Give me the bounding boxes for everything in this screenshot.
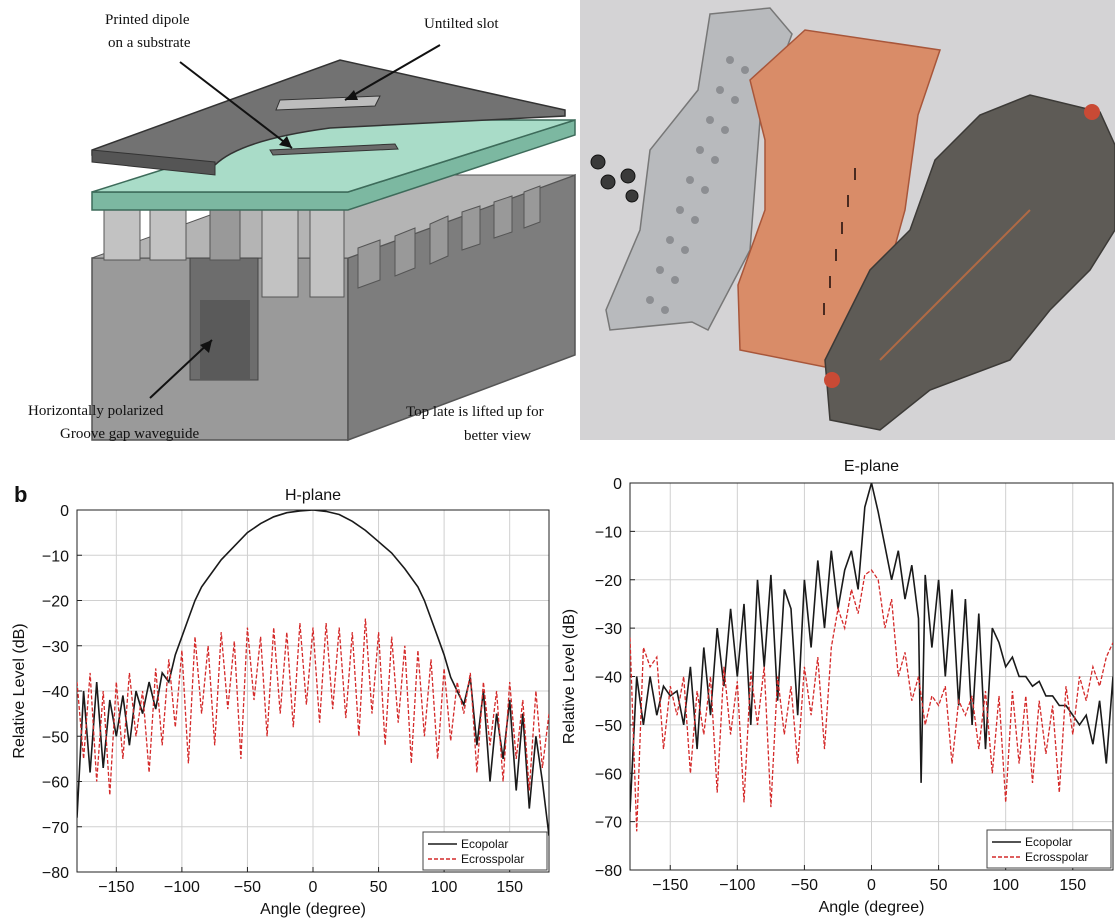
c0-xtick-label--100: −100 <box>164 879 200 896</box>
c1-series-ecrosspolar <box>630 569 1113 832</box>
c0-plot-frame <box>76 509 550 873</box>
c1-ytick-label--70: −70 <box>595 815 622 832</box>
c1-ytick-label--20: −20 <box>595 573 622 590</box>
label-groove-2: Groove gap waveguide <box>60 426 199 442</box>
c0-series-ecrosspolar <box>77 618 549 796</box>
screws-group <box>590 154 639 203</box>
c0-ytick-label--30: −30 <box>42 639 69 656</box>
c1-xtick-label-50: 50 <box>930 877 948 894</box>
c0-ytick-label--40: −40 <box>42 684 69 701</box>
c0-xlabel: Angle (degree) <box>260 901 366 918</box>
dipole-substrate <box>824 94 1115 431</box>
c0-xtick-label-150: 150 <box>496 879 523 896</box>
c1-ytick-label-0: 0 <box>613 476 622 493</box>
c1-ytick-label--50: −50 <box>595 718 622 735</box>
c0-legend-label-ecopolar: Ecopolar <box>461 837 508 851</box>
c1-legend-box <box>986 829 1112 869</box>
c0-ytick-label--70: −70 <box>42 820 69 837</box>
c0-series-ecopolar <box>77 510 549 836</box>
panel-label: b <box>14 482 27 507</box>
label-printed-dipole-2: on a substrate <box>108 35 191 51</box>
c0-ylabel: Relative Level (dB) <box>11 623 28 758</box>
label-groove-1: Horizontally polarized <box>28 403 164 419</box>
c1-xtick-label--50: −50 <box>791 877 818 894</box>
label-lifted-1: Top late is lifted up for <box>406 404 544 420</box>
c1-ytick-label--30: −30 <box>595 621 622 638</box>
c1-xlabel: Angle (degree) <box>819 899 925 916</box>
c0-xtick-label-100: 100 <box>431 879 458 896</box>
h-plane-chart: −150 −100 −50 0 50 100 150 0 −10 −20 −30 −40 −50 −60 −… <box>11 487 550 918</box>
label-printed-dipole-1: Printed dipole <box>105 12 190 28</box>
c1-ytick-label--40: −40 <box>595 670 622 687</box>
c1-ytick-label--10: −10 <box>595 524 622 541</box>
c1-xtick-label-150: 150 <box>1059 877 1086 894</box>
c0-ytick-label--80: −80 <box>42 865 69 882</box>
c1-xtick-label-100: 100 <box>992 877 1019 894</box>
c0-title: H-plane <box>285 487 341 504</box>
c1-series-ecopolar <box>630 483 1113 813</box>
c0-ytick-label--20: −20 <box>42 594 69 611</box>
c1-xtick-label--100: −100 <box>719 877 755 894</box>
c1-plot-frame <box>629 482 1114 871</box>
c0-xtick-label--150: −150 <box>98 879 134 896</box>
c1-ytick-label--60: −60 <box>595 766 622 783</box>
c1-title: E-plane <box>844 458 899 475</box>
e-plane-chart: −150 −100 −50 0 50 100 150 0 −10 −20 −30 −40 −50 −60 −… <box>561 458 1114 916</box>
label-untilted-slot: Untilted slot <box>424 16 499 32</box>
c0-legend-box <box>422 831 548 871</box>
c0-ytick-label--10: −10 <box>42 548 69 565</box>
antenna-3d-diagram: Printed dipole on a substrate Untilted s… <box>28 12 576 444</box>
c1-ytick-label--80: −80 <box>595 863 622 880</box>
c0-xtick-label-50: 50 <box>370 879 388 896</box>
label-lifted-2: better view <box>464 428 531 444</box>
c0-ytick-label--50: −50 <box>42 729 69 746</box>
c0-legend-label-ecrosspolar: Ecrosspolar <box>461 852 524 866</box>
c0-ytick-label-0: 0 <box>60 503 69 520</box>
c0-ytick-label--60: −60 <box>42 775 69 792</box>
c1-legend-label-ecopolar: Ecopolar <box>1025 835 1072 849</box>
c1-xtick-label--150: −150 <box>652 877 688 894</box>
c1-ylabel: Relative Level (dB) <box>561 609 578 744</box>
prototype-photo <box>580 0 1115 440</box>
c0-xtick-label-0: 0 <box>309 879 318 896</box>
c1-legend-label-ecrosspolar: Ecrosspolar <box>1025 850 1088 864</box>
c0-xtick-label--50: −50 <box>234 879 261 896</box>
pin-plate <box>605 7 793 331</box>
c1-xtick-label-0: 0 <box>867 877 876 894</box>
